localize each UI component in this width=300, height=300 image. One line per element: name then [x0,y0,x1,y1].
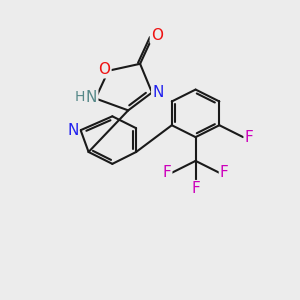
Text: F: F [220,165,229,180]
Text: F: F [191,181,200,196]
Text: N: N [152,85,164,100]
Text: O: O [98,62,110,77]
Text: H: H [74,91,85,104]
Text: N: N [86,90,97,105]
Text: F: F [163,165,171,180]
Text: N: N [67,123,78,138]
Text: O: O [151,28,163,43]
Text: F: F [245,130,254,145]
